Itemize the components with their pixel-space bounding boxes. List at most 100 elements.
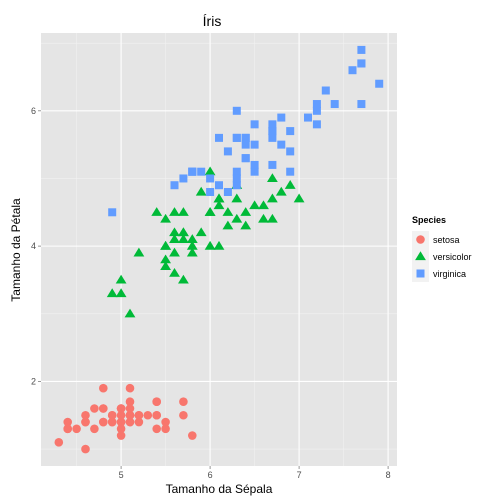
versicolor-point: [186, 247, 198, 257]
versicolor-point: [186, 234, 198, 243]
virginica-point: [250, 167, 259, 176]
versicolor-point: [195, 227, 207, 237]
versicolor-point: [186, 240, 198, 250]
virginica-point: [232, 181, 241, 190]
virginica-point: [348, 66, 357, 75]
versicolor-point: [240, 220, 252, 230]
setosa-point: [72, 424, 81, 434]
setosa-point: [143, 410, 153, 420]
setosa-point: [152, 397, 161, 407]
setosa-point: [161, 417, 170, 427]
setosa-point: [107, 410, 117, 420]
setosa-point: [99, 404, 108, 413]
virginica-point: [188, 167, 197, 176]
x-tick-label: 5: [119, 470, 124, 480]
setosa-point: [125, 383, 135, 393]
virginica-point: [250, 140, 259, 149]
setosa-point: [90, 424, 99, 434]
setosa-point: [125, 397, 135, 407]
virginica-point: [268, 120, 277, 129]
versicolor-point: [169, 234, 180, 243]
setosa-point: [179, 397, 188, 407]
legend-title: Species: [412, 215, 446, 225]
setosa-point: [81, 417, 90, 427]
setosa-point: [63, 424, 72, 434]
setosa-point: [152, 424, 161, 434]
virginica-point: [304, 113, 312, 122]
virginica-point: [277, 140, 286, 149]
versicolor-point: [284, 180, 296, 189]
y-tick-label: 2: [31, 376, 36, 386]
virginica-point: [286, 127, 295, 136]
virginica-point: [241, 133, 250, 142]
versicolor-point: [178, 234, 189, 243]
versicolor-point: [178, 274, 189, 284]
versicolor-point: [169, 207, 180, 216]
virginica-point: [232, 106, 241, 115]
setosa-point: [161, 424, 170, 434]
setosa-point: [116, 431, 126, 440]
setosa-point: [152, 410, 161, 420]
setosa-point: [134, 410, 144, 420]
versicolor-point: [222, 220, 234, 230]
versicolor-point: [160, 240, 171, 250]
versicolor-point: [258, 213, 269, 223]
versicolor-point: [240, 207, 252, 216]
versicolor-point: [178, 227, 189, 237]
versicolor-point: [178, 207, 189, 216]
virginica-point: [268, 133, 277, 142]
versicolor-point: [293, 193, 305, 203]
versicolor-point: [115, 274, 127, 284]
versicolor-point: [267, 173, 278, 183]
virginica-point: [312, 120, 321, 129]
versicolor-point: [204, 240, 216, 250]
virginica-point: [223, 147, 232, 156]
versicolor-point: [169, 227, 180, 237]
virginica-point: [232, 167, 241, 176]
versicolor-point: [267, 193, 278, 203]
virginica-point: [312, 100, 321, 109]
versicolor-point: [204, 207, 216, 216]
versicolor-point: [160, 261, 171, 271]
setosa-point: [116, 424, 126, 434]
setosa-point: [125, 410, 135, 420]
virginica-point: [232, 174, 241, 183]
legend-key-virginica: [416, 269, 425, 278]
legend-label: setosa: [433, 235, 460, 245]
y-tick-label: 4: [31, 241, 36, 251]
versicolor-point: [160, 213, 171, 223]
setosa-point: [99, 383, 108, 393]
virginica-point: [268, 127, 277, 136]
virginica-point: [250, 160, 259, 169]
setosa-point: [90, 404, 99, 413]
versicolor-point: [275, 186, 287, 196]
versicolor-point: [133, 247, 145, 257]
versicolor-point: [231, 213, 243, 223]
versicolor-point: [124, 308, 136, 318]
virginica-point: [223, 187, 232, 196]
y-axis-title: Tamanho da Pétala: [9, 198, 23, 302]
versicolor-point: [151, 207, 163, 216]
setosa-point: [81, 410, 90, 420]
chart-title: Íris: [203, 13, 222, 29]
versicolor-point: [204, 166, 216, 176]
virginica-point: [357, 59, 366, 68]
virginica-point: [250, 120, 259, 129]
legend: Species setosa versicolor virginica: [412, 215, 472, 282]
setosa-point: [125, 404, 135, 413]
virginica-point: [170, 181, 179, 190]
setosa-point: [81, 444, 90, 454]
virginica-point: [312, 106, 321, 115]
virginica-point: [197, 167, 206, 176]
versicolor-point: [169, 247, 180, 257]
virginica-point: [215, 181, 223, 190]
setosa-point: [125, 417, 135, 427]
setosa-point: [116, 417, 126, 427]
virginica-point: [206, 174, 215, 183]
versicolor-point: [115, 288, 127, 298]
virginica-point: [108, 208, 117, 217]
virginica-point: [232, 133, 241, 142]
virginica-point: [241, 154, 250, 163]
setosa-point: [63, 417, 72, 427]
